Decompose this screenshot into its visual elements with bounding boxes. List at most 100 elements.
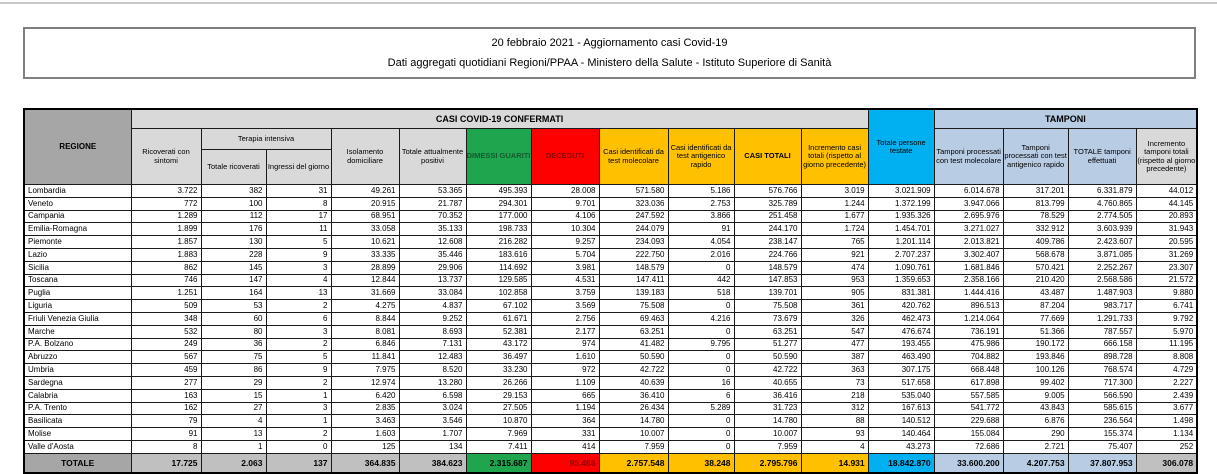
cell-value: 576.766 [733,184,802,198]
cell-totale-value: 2.315.687 [465,452,532,474]
cell-value: 86 [200,363,267,377]
column-header-incremento-casi: Incremento casi totali (rispetto al gior… [800,128,869,185]
cell-value: 509 [130,299,202,313]
cell-value: 566.590 [1067,388,1137,403]
cell-value: 570.421 [1002,260,1069,275]
cell-value: 905 [800,286,869,301]
cell-value: 31.723 [733,401,802,416]
cell-value: 17 [265,209,332,224]
cell-value: 252 [1135,439,1198,454]
cell-value: 31.269 [1135,247,1198,262]
cell-totale-value: 17.725 [130,452,202,474]
cell-value: 36 [200,337,267,352]
cell-value: 31 [265,184,332,198]
cell-value: 6.876 [1002,414,1069,429]
cell-value: 139.183 [598,286,669,301]
cell-value: 3.871.085 [1067,247,1137,262]
cell-value: 665 [530,388,600,403]
cell-value: 2.252.267 [1067,260,1137,275]
cell-value: 100.126 [1002,363,1069,377]
cell-value: 129.585 [465,273,532,288]
cell-value: 218 [800,388,869,403]
cell-value: 8.808 [1135,350,1198,365]
cell-regione: Umbria [23,363,132,377]
cell-value: 88 [800,414,869,429]
cell-value: 768.574 [1067,363,1137,377]
cell-value: 1.090.761 [867,260,935,275]
cell-value: 6.846 [330,337,400,352]
cell-regione: Toscana [23,273,132,288]
cell-totale-value: 95.486 [530,452,600,474]
cell-regione: Molise [23,427,132,441]
cell-value: 21.787 [398,196,467,211]
table-row: Marche 532 80 3 8.081 8.693 52.381 2.177 63.251 0… [23,324,1198,339]
cell-value: 9.701 [530,196,600,211]
cell-value: 2 [265,337,332,352]
cell-value: 535.040 [867,388,935,403]
cell-value: 8.844 [330,311,400,326]
cell-value: 9.792 [1135,311,1198,326]
cell-value: 2.835 [330,401,400,416]
cell-value: 3 [265,324,332,339]
cell-value: 277 [130,375,202,390]
cell-value: 163 [130,388,202,403]
cell-value: 155.084 [933,427,1004,441]
cell-value: 51.366 [1002,324,1069,339]
cell-value: 4 [265,273,332,288]
cell-value: 307.175 [867,363,935,377]
cell-value: 2.177 [530,324,600,339]
cell-value: 167.613 [867,401,935,416]
cell-value: 326 [800,311,869,326]
cell-value: 571.580 [598,184,669,198]
cell-value: 862 [130,260,202,275]
cell-value: 27.505 [465,401,532,416]
cell-value: 1.498 [1135,414,1198,429]
cell-value: 198.733 [465,222,532,237]
cell-value: 3.677 [1135,401,1198,416]
column-header-tamponi-molecolare: Tamponi processati con test molecolare [933,128,1004,185]
cell-value: 666.158 [1067,337,1137,352]
column-header-dimessi-guariti: DIMESSI GUARITI [465,128,532,185]
cell-value: 50.590 [598,350,669,365]
cell-value: 155.374 [1067,427,1137,441]
cell-value: 238.147 [733,235,802,249]
cell-value: 3 [265,260,332,275]
cell-value: 73 [800,375,869,390]
cell-totale-value: 18.842.870 [867,452,935,474]
cell-value: 193.455 [867,337,935,352]
cell-value: 1.372.199 [867,196,935,211]
column-header-totale-tamponi: TOTALE tamponi effettuati [1067,128,1137,185]
cell-value: 2.756 [530,311,600,326]
cell-value: 72.686 [933,439,1004,454]
cell-value: 9.795 [667,337,735,352]
cell-totale-value: 37.807.953 [1067,452,1137,474]
cell-value: 4.216 [667,311,735,326]
cell-value: 249 [130,337,202,352]
cell-value: 99.402 [1002,375,1069,390]
cell-value: 1.214.064 [933,311,1004,326]
cell-value: 8.520 [398,363,467,377]
table-row: Molise 91 13 2 1.603 1.707 7.969 331 10.007 0 10.0… [23,427,1198,441]
cell-value: 7.411 [465,439,532,454]
cell-value: 29.906 [398,260,467,275]
cell-regione: P.A. Trento [23,401,132,416]
cell-value: 0 [667,299,735,313]
cell-totale-value: 2.063 [200,452,267,474]
cell-value: 12.608 [398,235,467,249]
cell-value: 1.194 [530,401,600,416]
cell-value: 112 [200,209,267,224]
cell-value: 463.490 [867,350,935,365]
cell-value: 13.280 [398,375,467,390]
cell-value: 813.799 [1002,196,1069,211]
cell-value: 1.444.416 [933,286,1004,301]
cell-value: 898.728 [1067,350,1137,365]
cell-value: 148.579 [733,260,802,275]
cell-value: 75.508 [598,299,669,313]
cell-value: 87.204 [1002,299,1069,313]
cell-value: 28.899 [330,260,400,275]
cell-value: 36.410 [598,388,669,403]
cell-value: 4 [200,414,267,429]
window-top-divider [0,2,1217,4]
cell-value: 4.760.865 [1067,196,1137,211]
cell-value: 28.008 [530,184,600,198]
